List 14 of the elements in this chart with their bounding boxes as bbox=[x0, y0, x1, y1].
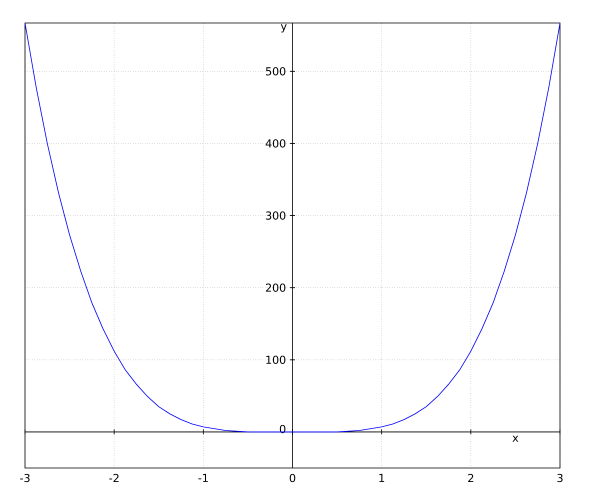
y-axis-title: y bbox=[280, 24, 287, 32]
x-tick-label: 1 bbox=[379, 474, 384, 482]
x-tick-label: -1 bbox=[198, 474, 208, 482]
y-tick-label: 400 bbox=[266, 139, 286, 148]
y-tick-label: 100 bbox=[266, 356, 286, 364]
x-tick-label: 2 bbox=[468, 474, 474, 482]
x-tick-label: -2 bbox=[109, 474, 119, 482]
y-tick-label: 300 bbox=[266, 211, 286, 220]
y-tick-label: 200 bbox=[266, 284, 286, 292]
x-tick-label: 0 bbox=[290, 474, 296, 482]
x-axis-title: x bbox=[512, 436, 518, 442]
y-tick-label: 500 bbox=[266, 67, 286, 76]
x-tick-label: -3 bbox=[20, 474, 30, 482]
x-tick-label: 3 bbox=[557, 474, 563, 482]
